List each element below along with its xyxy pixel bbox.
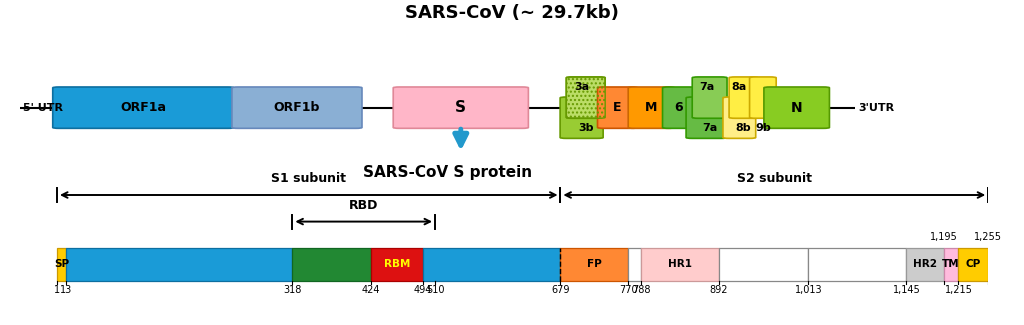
Text: 679: 679 [551, 285, 569, 295]
Text: SARS-CoV (∼ 29.7kb): SARS-CoV (∼ 29.7kb) [406, 4, 618, 22]
Text: HR1: HR1 [668, 259, 692, 269]
Text: S1 subunit: S1 subunit [271, 172, 346, 185]
Text: 9b: 9b [755, 123, 771, 133]
Bar [641, 248, 719, 281]
Text: SARS-CoV S protein: SARS-CoV S protein [364, 165, 532, 180]
FancyBboxPatch shape [53, 87, 234, 128]
Text: 5' UTR: 5' UTR [23, 103, 62, 113]
Text: E: E [613, 101, 622, 114]
Text: 7a: 7a [699, 82, 714, 92]
Bar [719, 248, 809, 281]
FancyBboxPatch shape [231, 87, 362, 128]
FancyBboxPatch shape [598, 87, 637, 128]
Text: SP: SP [54, 259, 69, 269]
FancyBboxPatch shape [393, 87, 528, 128]
Text: 8b: 8b [735, 123, 752, 133]
Text: 770: 770 [618, 285, 637, 295]
Text: 3'UTR: 3'UTR [858, 103, 894, 113]
FancyBboxPatch shape [686, 97, 727, 138]
Text: 424: 424 [361, 285, 380, 295]
Bar [628, 248, 641, 281]
Text: 7a: 7a [702, 123, 717, 133]
Text: 788: 788 [632, 285, 650, 295]
Bar [66, 248, 293, 281]
Bar [371, 248, 423, 281]
Text: 892: 892 [710, 285, 728, 295]
Text: 13: 13 [59, 285, 72, 295]
Text: ORF1a: ORF1a [121, 101, 166, 114]
Text: N: N [791, 101, 803, 115]
Text: 1: 1 [54, 285, 60, 295]
Text: 1,215: 1,215 [944, 285, 973, 295]
Text: 8a: 8a [732, 82, 746, 92]
Text: 3b: 3b [578, 123, 594, 133]
Text: 510: 510 [426, 285, 444, 295]
Bar [906, 248, 943, 281]
Bar [423, 248, 560, 281]
Text: TM: TM [942, 259, 959, 269]
FancyBboxPatch shape [692, 77, 727, 118]
Text: HR2: HR2 [913, 259, 937, 269]
Text: 1,145: 1,145 [893, 285, 921, 295]
Bar [809, 248, 906, 281]
Bar [958, 248, 988, 281]
FancyBboxPatch shape [560, 97, 603, 138]
Bar [293, 248, 371, 281]
FancyBboxPatch shape [566, 77, 605, 118]
FancyBboxPatch shape [764, 87, 829, 128]
Text: 6: 6 [675, 101, 683, 114]
Text: ORF1b: ORF1b [273, 101, 321, 114]
Text: CP: CP [966, 259, 981, 269]
Text: 1,013: 1,013 [795, 285, 822, 295]
Bar [943, 248, 958, 281]
Text: S: S [456, 100, 466, 115]
Text: 1,195: 1,195 [930, 232, 957, 242]
Text: 494: 494 [414, 285, 432, 295]
FancyBboxPatch shape [663, 87, 695, 128]
FancyBboxPatch shape [729, 77, 758, 118]
Text: S2 subunit: S2 subunit [737, 172, 812, 185]
Text: RBD: RBD [349, 199, 379, 212]
Text: FP: FP [587, 259, 602, 269]
Bar [560, 248, 628, 281]
FancyBboxPatch shape [723, 97, 756, 138]
FancyBboxPatch shape [750, 77, 776, 118]
Text: 3a: 3a [574, 82, 589, 92]
Text: 318: 318 [284, 285, 302, 295]
FancyBboxPatch shape [629, 87, 675, 128]
Bar [57, 248, 66, 281]
Text: 1,255: 1,255 [974, 232, 1002, 242]
Text: RBM: RBM [384, 259, 411, 269]
Text: M: M [645, 101, 657, 114]
